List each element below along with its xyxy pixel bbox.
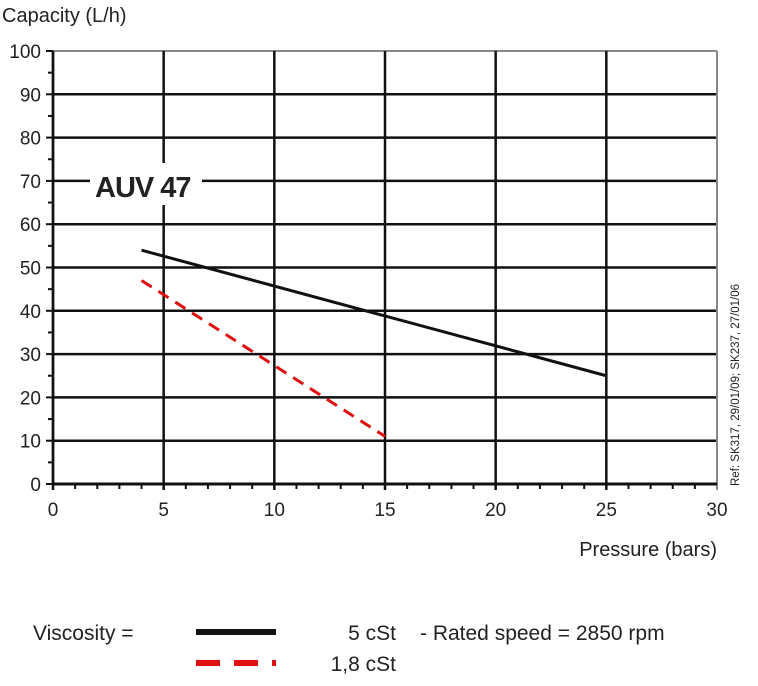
y-tick-label: 50 (20, 259, 41, 280)
legend-label: Viscosity = (33, 622, 134, 645)
y-tick-label: 40 (20, 302, 41, 323)
y-tick-label: 10 (20, 432, 41, 453)
series-lines (140, 248, 607, 438)
y-tick-label: 20 (20, 388, 41, 409)
x-tick-label: 30 (706, 500, 727, 521)
axis-ticks: 0 10 20 30 40 50 60 70 80 90 100 0 5 10 15 20 25 30 (9, 42, 727, 521)
x-tick-label: 0 (48, 500, 59, 521)
chart-title: AUV 47 (95, 172, 191, 204)
x-tick-label: 25 (596, 500, 617, 521)
reference-text: Ref: SK317, 29/01/09; SK237, 27/01/06 (730, 284, 742, 486)
legend-entry-5cst: 5 cSt (348, 622, 396, 645)
title-background (90, 165, 202, 205)
y-tick-label: 60 (20, 215, 41, 236)
y-tick-label: 80 (20, 129, 41, 150)
x-tick-label: 15 (374, 500, 395, 521)
x-tick-label: 5 (158, 500, 169, 521)
x-tick-label: 20 (485, 500, 506, 521)
x-tick-label: 10 (264, 500, 285, 521)
legend-entry-1-8cst: 1,8 cSt (331, 653, 397, 676)
grid (51, 50, 718, 490)
series-line (140, 279, 386, 438)
legend-note: - Rated speed = 2850 rpm (420, 622, 665, 645)
y-tick-label: 90 (20, 85, 41, 106)
y-tick-label: 100 (9, 42, 41, 63)
x-axis-label: Pressure (bars) (579, 539, 717, 561)
y-tick-label: 0 (30, 475, 41, 496)
y-axis-label: Capacity (L/h) (2, 5, 127, 27)
y-tick-label: 70 (20, 172, 41, 193)
y-tick-label: 30 (20, 345, 41, 366)
series-line (141, 248, 607, 378)
